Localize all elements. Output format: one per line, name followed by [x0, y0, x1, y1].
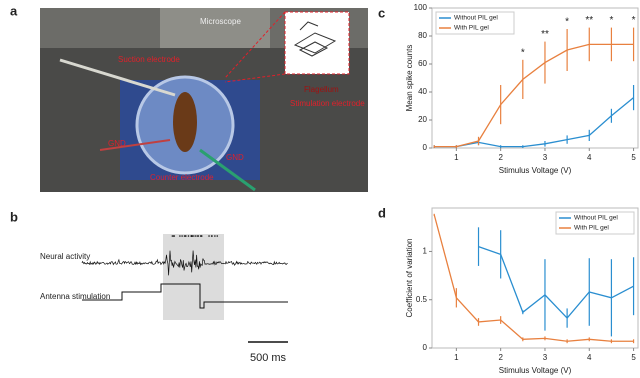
series-line — [478, 246, 634, 320]
y-tick-label: 0 — [423, 143, 428, 152]
spike-dot — [179, 235, 181, 237]
x-tick-label: 1 — [454, 353, 459, 362]
legend-label: With PIL gel — [454, 25, 489, 32]
significance-mark: * — [521, 47, 525, 58]
panel-label: c — [378, 5, 385, 20]
stimulation-trace — [82, 283, 288, 309]
x-tick-label: 3 — [543, 153, 548, 162]
spike-dot — [214, 235, 216, 237]
significance-mark: * — [609, 15, 613, 26]
x-tick-label: 5 — [631, 153, 636, 162]
series-line — [433, 214, 634, 342]
legend-label: With PIL gel — [574, 225, 609, 232]
series-line — [434, 97, 634, 148]
legend-box — [435, 11, 515, 35]
y-tick-label: 0 — [423, 343, 428, 352]
spike-dot — [194, 235, 197, 237]
spike-dot — [200, 235, 202, 237]
legend-box — [555, 211, 635, 235]
photo-annotation: GND — [108, 139, 126, 148]
photo-annotation: GND — [226, 153, 244, 162]
x-tick-label: 3 — [543, 353, 548, 362]
x-tick-label: 2 — [498, 153, 503, 162]
x-tick-label: 4 — [587, 353, 592, 362]
trace-label: Neural activity — [40, 252, 90, 261]
photo — [40, 8, 368, 192]
significance-mark: ** — [541, 29, 549, 40]
spike-raster — [171, 235, 219, 237]
panel-label: b — [10, 209, 18, 224]
spike-dot — [196, 235, 198, 237]
significance-mark: * — [632, 15, 636, 26]
scale-label: 500 ms — [250, 352, 287, 364]
panel-label: d — [378, 205, 386, 220]
plot-frame — [431, 7, 639, 149]
spike-dot — [210, 235, 213, 237]
y-axis-label: Coefficient of variation — [405, 238, 414, 317]
trace-label: Antenna stimulation — [40, 292, 110, 301]
y-tick-label: 100 — [414, 3, 428, 12]
x-tick-label: 1 — [454, 153, 459, 162]
legend-label: Without PIL gel — [454, 15, 498, 22]
series-line — [434, 43, 634, 148]
stimulus-window — [163, 234, 224, 320]
spike-dot — [185, 235, 187, 237]
photo-annotation: Flagellum — [304, 85, 339, 94]
spike-dot — [187, 235, 190, 237]
spike-dot — [216, 235, 219, 237]
plot-frame — [431, 207, 639, 349]
spike-dot — [192, 235, 194, 237]
spike-dot — [183, 235, 186, 237]
spike-dot — [181, 235, 183, 237]
x-tick-label: 2 — [498, 353, 503, 362]
y-tick-label: 0.5 — [416, 295, 428, 304]
y-tick-label: 1 — [423, 247, 428, 256]
y-tick-label: 60 — [418, 59, 427, 68]
x-tick-label: 5 — [631, 353, 636, 362]
y-tick-label: 40 — [418, 87, 427, 96]
y-axis-label: Mean spike counts — [405, 45, 414, 112]
spike-dot — [171, 235, 174, 237]
photo-annotation: Suction electrode — [118, 55, 180, 64]
y-tick-label: 20 — [418, 115, 427, 124]
spike-dot — [172, 235, 175, 237]
x-axis-label: Stimulus Voltage (V) — [499, 166, 572, 175]
x-tick-label: 4 — [587, 153, 592, 162]
y-tick-label: 80 — [418, 31, 427, 40]
spike-dot — [208, 235, 210, 237]
photo-annotation: Stimulation electrode — [290, 99, 365, 108]
neural-trace — [81, 250, 288, 276]
photo-annotation: Microscope — [200, 17, 241, 26]
legend-label: Without PIL gel — [574, 215, 618, 222]
panel-label: a — [10, 3, 18, 18]
x-axis-label: Stimulus Voltage (V) — [499, 366, 572, 375]
spike-dot — [190, 235, 193, 237]
photo-annotation: Counter electrode — [150, 173, 214, 182]
significance-mark: ** — [585, 15, 593, 26]
spike-dot — [197, 235, 200, 237]
significance-mark: * — [565, 17, 569, 28]
